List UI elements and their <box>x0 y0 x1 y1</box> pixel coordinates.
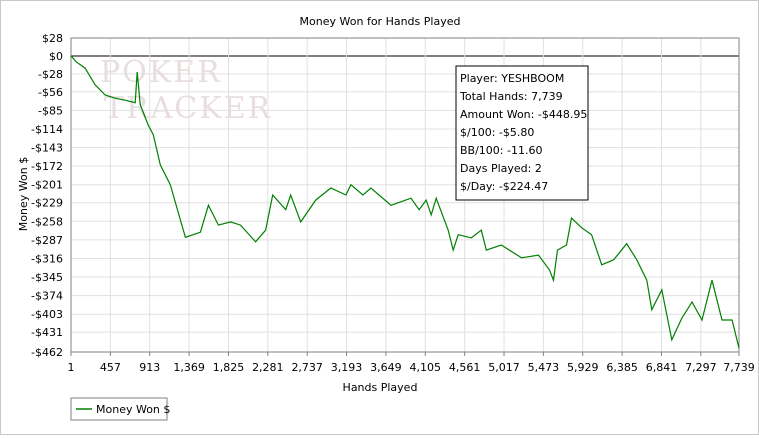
y-tick-label: -$403 <box>31 308 63 321</box>
info-line: Total Hands: 7,739 <box>459 90 563 103</box>
y-tick-label: -$287 <box>31 234 63 247</box>
info-line: $/Day: -$224.47 <box>460 180 548 193</box>
x-tick-label: 7,739 <box>723 361 755 374</box>
x-tick-label: 913 <box>139 361 160 374</box>
plot-border <box>70 37 740 353</box>
x-tick-label: 1 <box>68 361 75 374</box>
x-tick-label: 5,473 <box>528 361 560 374</box>
x-tick-label: 1,825 <box>213 361 245 374</box>
x-tick-label: 4,105 <box>410 361 442 374</box>
y-tick-label: $28 <box>42 32 63 45</box>
y-tick-label: $0 <box>49 50 63 63</box>
info-line: Days Played: 2 <box>460 162 542 175</box>
y-tick-label: -$143 <box>31 142 63 155</box>
data-line <box>70 55 740 349</box>
y-tick-label: -$201 <box>31 179 63 192</box>
x-tick-label: 7,297 <box>685 361 717 374</box>
y-tick-label: -$431 <box>31 326 63 339</box>
watermark: POKER <box>100 55 222 90</box>
y-axis-label: Money Won $ <box>17 157 30 231</box>
info-line: Player: YESHBOOM <box>460 72 564 85</box>
chart-title: Money Won for Hands Played <box>300 15 461 28</box>
x-tick-label: 457 <box>100 361 121 374</box>
info-box <box>455 65 589 201</box>
x-tick-label: 5,929 <box>567 361 599 374</box>
x-tick-label: 6,841 <box>646 361 678 374</box>
x-tick-label: 4,561 <box>449 361 481 374</box>
legend-box <box>70 397 168 421</box>
x-tick-label: 1,369 <box>173 361 205 374</box>
x-tick-label: 2,281 <box>252 361 284 374</box>
y-tick-label: -$56 <box>38 86 63 99</box>
watermark: TRACKER <box>104 91 272 126</box>
plot-area <box>71 38 739 352</box>
y-tick-label: -$172 <box>31 160 63 173</box>
y-tick-label: -$229 <box>31 197 63 210</box>
y-tick-label: -$114 <box>31 123 63 136</box>
y-tick-label: -$462 <box>31 346 63 359</box>
y-tick-label: -$28 <box>38 68 63 81</box>
x-tick-label: 3,193 <box>331 361 363 374</box>
y-tick-label: -$85 <box>38 104 63 117</box>
info-line: Amount Won: -$448.95 <box>460 108 587 121</box>
x-tick-label: 6,385 <box>606 361 638 374</box>
x-tick-label: 3,649 <box>370 361 402 374</box>
info-line: $/100: -$5.80 <box>460 126 534 139</box>
info-line: BB/100: -11.60 <box>460 144 542 157</box>
x-axis-label: Hands Played <box>343 381 418 394</box>
x-tick-label: 5,017 <box>488 361 520 374</box>
legend-label: Money Won $ <box>96 403 170 416</box>
y-tick-label: -$374 <box>31 290 63 303</box>
x-tick-label: 2,737 <box>291 361 323 374</box>
y-tick-label: -$258 <box>31 215 63 228</box>
y-tick-label: -$316 <box>31 252 63 265</box>
y-tick-label: -$345 <box>31 271 63 284</box>
